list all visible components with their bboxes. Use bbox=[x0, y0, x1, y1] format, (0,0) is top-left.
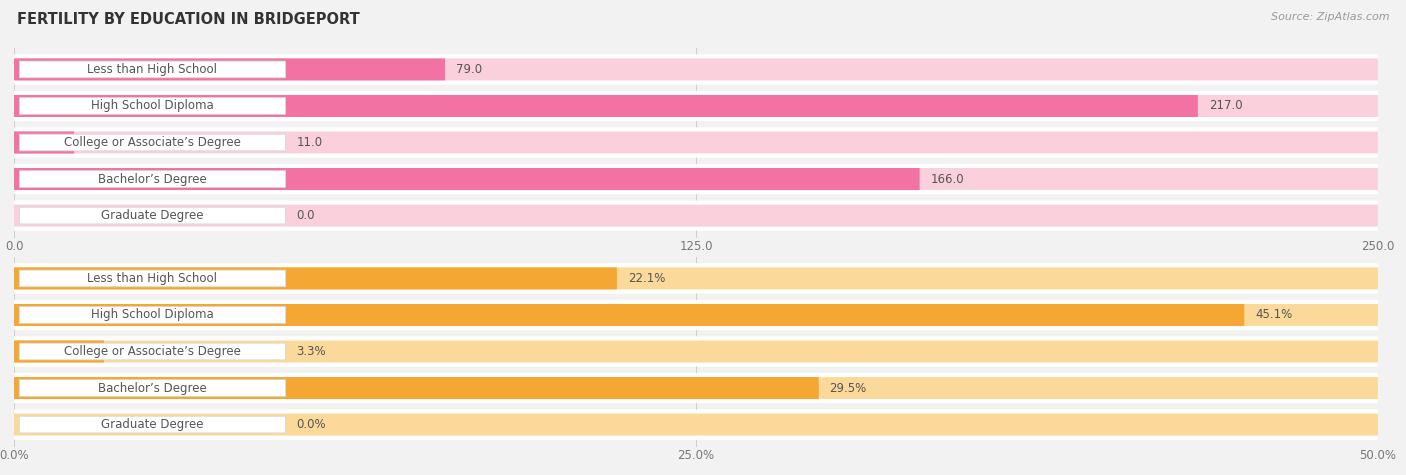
FancyBboxPatch shape bbox=[14, 54, 1378, 85]
FancyBboxPatch shape bbox=[14, 132, 75, 153]
FancyBboxPatch shape bbox=[20, 134, 285, 151]
FancyBboxPatch shape bbox=[14, 304, 1244, 326]
Text: High School Diploma: High School Diploma bbox=[91, 99, 214, 113]
Text: 0.0: 0.0 bbox=[297, 209, 315, 222]
Text: 3.3%: 3.3% bbox=[297, 345, 326, 358]
Text: Bachelor’s Degree: Bachelor’s Degree bbox=[98, 381, 207, 395]
Text: 45.1%: 45.1% bbox=[1256, 308, 1292, 322]
FancyBboxPatch shape bbox=[14, 164, 1378, 194]
FancyBboxPatch shape bbox=[14, 132, 1378, 153]
FancyBboxPatch shape bbox=[14, 263, 1378, 294]
FancyBboxPatch shape bbox=[20, 380, 285, 396]
FancyBboxPatch shape bbox=[14, 95, 1198, 117]
Text: Graduate Degree: Graduate Degree bbox=[101, 209, 204, 222]
FancyBboxPatch shape bbox=[14, 341, 1378, 362]
FancyBboxPatch shape bbox=[20, 416, 285, 433]
Text: Less than High School: Less than High School bbox=[87, 63, 218, 76]
Text: 22.1%: 22.1% bbox=[627, 272, 665, 285]
FancyBboxPatch shape bbox=[20, 171, 285, 187]
FancyBboxPatch shape bbox=[14, 95, 1378, 117]
Text: College or Associate’s Degree: College or Associate’s Degree bbox=[65, 345, 240, 358]
Text: Bachelor’s Degree: Bachelor’s Degree bbox=[98, 172, 207, 186]
Text: College or Associate’s Degree: College or Associate’s Degree bbox=[65, 136, 240, 149]
FancyBboxPatch shape bbox=[20, 98, 285, 114]
FancyBboxPatch shape bbox=[14, 200, 1378, 231]
Text: High School Diploma: High School Diploma bbox=[91, 308, 214, 322]
FancyBboxPatch shape bbox=[20, 270, 285, 287]
FancyBboxPatch shape bbox=[20, 343, 285, 360]
Text: FERTILITY BY EDUCATION IN BRIDGEPORT: FERTILITY BY EDUCATION IN BRIDGEPORT bbox=[17, 12, 360, 27]
FancyBboxPatch shape bbox=[14, 377, 1378, 399]
FancyBboxPatch shape bbox=[14, 267, 1378, 289]
Text: 166.0: 166.0 bbox=[931, 172, 965, 186]
Text: 217.0: 217.0 bbox=[1209, 99, 1243, 113]
FancyBboxPatch shape bbox=[20, 61, 285, 78]
FancyBboxPatch shape bbox=[14, 168, 1378, 190]
FancyBboxPatch shape bbox=[14, 304, 1378, 326]
FancyBboxPatch shape bbox=[14, 58, 446, 80]
FancyBboxPatch shape bbox=[14, 377, 818, 399]
FancyBboxPatch shape bbox=[14, 414, 1378, 436]
FancyBboxPatch shape bbox=[20, 307, 285, 323]
Text: Source: ZipAtlas.com: Source: ZipAtlas.com bbox=[1271, 12, 1389, 22]
Text: 0.0%: 0.0% bbox=[297, 418, 326, 431]
FancyBboxPatch shape bbox=[14, 300, 1378, 330]
FancyBboxPatch shape bbox=[14, 409, 1378, 440]
FancyBboxPatch shape bbox=[14, 373, 1378, 403]
Text: 79.0: 79.0 bbox=[456, 63, 482, 76]
FancyBboxPatch shape bbox=[14, 267, 617, 289]
FancyBboxPatch shape bbox=[14, 168, 920, 190]
FancyBboxPatch shape bbox=[14, 341, 104, 362]
FancyBboxPatch shape bbox=[14, 58, 1378, 80]
FancyBboxPatch shape bbox=[20, 207, 285, 224]
FancyBboxPatch shape bbox=[14, 336, 1378, 367]
Text: 11.0: 11.0 bbox=[297, 136, 322, 149]
FancyBboxPatch shape bbox=[14, 91, 1378, 121]
FancyBboxPatch shape bbox=[14, 205, 1378, 227]
Text: 29.5%: 29.5% bbox=[830, 381, 868, 395]
Text: Graduate Degree: Graduate Degree bbox=[101, 418, 204, 431]
Text: Less than High School: Less than High School bbox=[87, 272, 218, 285]
FancyBboxPatch shape bbox=[14, 127, 1378, 158]
